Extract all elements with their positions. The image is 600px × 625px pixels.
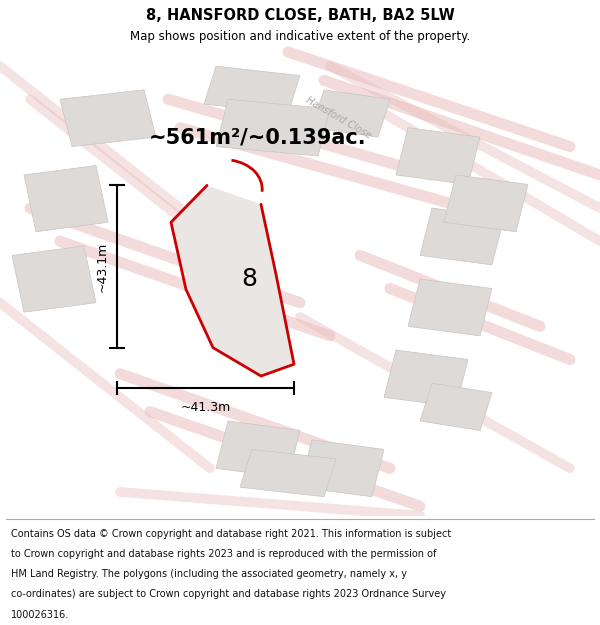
Polygon shape: [171, 186, 294, 376]
Polygon shape: [300, 440, 384, 497]
Text: co-ordinates) are subject to Crown copyright and database rights 2023 Ordnance S: co-ordinates) are subject to Crown copyr…: [11, 589, 446, 599]
Polygon shape: [204, 66, 300, 114]
Polygon shape: [60, 90, 156, 147]
Text: 8, HANSFORD CLOSE, BATH, BA2 5LW: 8, HANSFORD CLOSE, BATH, BA2 5LW: [146, 9, 454, 24]
Polygon shape: [240, 449, 336, 497]
Text: ~41.3m: ~41.3m: [181, 401, 230, 414]
Polygon shape: [444, 175, 528, 232]
Polygon shape: [384, 350, 468, 407]
Polygon shape: [396, 127, 480, 184]
Polygon shape: [312, 90, 390, 137]
Polygon shape: [216, 421, 300, 478]
Text: 100026316.: 100026316.: [11, 610, 69, 620]
Polygon shape: [420, 208, 504, 265]
Text: Contains OS data © Crown copyright and database right 2021. This information is : Contains OS data © Crown copyright and d…: [11, 529, 451, 539]
Polygon shape: [420, 383, 492, 431]
Polygon shape: [24, 166, 108, 232]
Polygon shape: [408, 279, 492, 336]
Text: Map shows position and indicative extent of the property.: Map shows position and indicative extent…: [130, 30, 470, 42]
Text: ~43.1m: ~43.1m: [95, 241, 109, 292]
Polygon shape: [216, 99, 330, 156]
Polygon shape: [12, 246, 96, 312]
Text: ~561m²/~0.139ac.: ~561m²/~0.139ac.: [149, 127, 367, 147]
Text: 8: 8: [241, 267, 257, 291]
Text: Hansford Close: Hansford Close: [304, 96, 374, 141]
Text: HM Land Registry. The polygons (including the associated geometry, namely x, y: HM Land Registry. The polygons (includin…: [11, 569, 407, 579]
Text: to Crown copyright and database rights 2023 and is reproduced with the permissio: to Crown copyright and database rights 2…: [11, 549, 436, 559]
